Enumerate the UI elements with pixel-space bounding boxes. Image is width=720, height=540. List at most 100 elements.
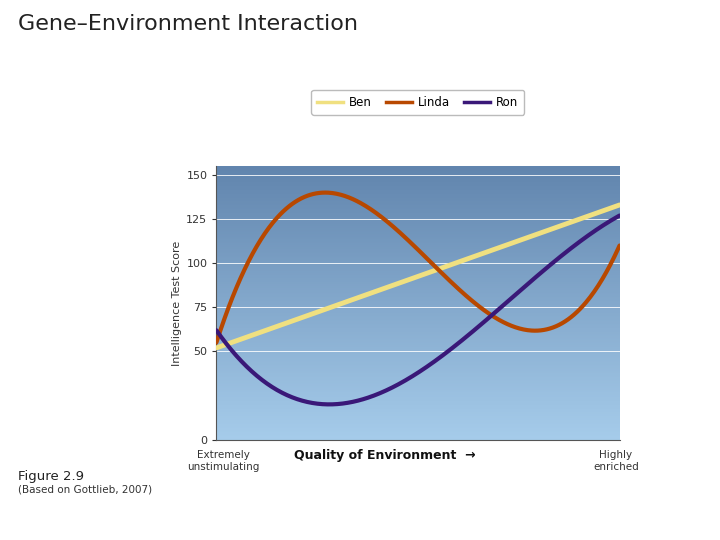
Bar [216, 378, 619, 380]
Bar [216, 337, 619, 339]
Bar [216, 203, 619, 205]
Bar [216, 204, 619, 206]
Bar [216, 215, 619, 217]
Bar [216, 427, 619, 429]
Bar [216, 256, 619, 258]
Bar [216, 229, 619, 231]
Bar [216, 370, 619, 372]
Bar [216, 192, 619, 193]
Bar [216, 173, 619, 174]
Bar [216, 234, 619, 236]
Bar [216, 185, 619, 187]
Bar [216, 274, 619, 275]
Bar [216, 403, 619, 404]
Bar [216, 275, 619, 277]
Bar [216, 288, 619, 289]
Bar [216, 278, 619, 280]
Bar [216, 314, 619, 315]
Bar [216, 434, 619, 436]
Bar [216, 371, 619, 373]
Bar [216, 315, 619, 316]
Bar [216, 318, 619, 319]
Bar [216, 294, 619, 296]
Bar [216, 396, 619, 397]
Bar [216, 191, 619, 192]
Bar [216, 289, 619, 291]
Bar [216, 401, 619, 403]
Bar [216, 253, 619, 255]
Bar [216, 325, 619, 326]
Bar [216, 224, 619, 225]
Bar [216, 355, 619, 356]
Bar [216, 262, 619, 263]
Bar [216, 259, 619, 260]
Bar [216, 263, 619, 265]
Bar [216, 189, 619, 191]
Bar [216, 316, 619, 318]
Bar [216, 168, 619, 170]
Bar [216, 340, 619, 341]
Bar [216, 397, 619, 399]
Legend: Ben, Linda, Ron: Ben, Linda, Ron [312, 90, 524, 115]
Bar [216, 208, 619, 210]
Bar [216, 258, 619, 259]
Bar [216, 186, 619, 188]
Bar [216, 348, 619, 349]
Text: Gene–Environment Interaction: Gene–Environment Interaction [18, 14, 358, 33]
Bar [216, 296, 619, 298]
Bar [216, 356, 619, 357]
Bar [216, 382, 619, 383]
Bar [216, 180, 619, 181]
Bar [216, 341, 619, 342]
Bar [216, 423, 619, 424]
Bar [216, 207, 619, 208]
Bar [216, 349, 619, 351]
Bar [216, 347, 619, 348]
Bar [216, 385, 619, 386]
Text: Extremely
unstimulating: Extremely unstimulating [187, 450, 260, 472]
Text: (Based on Gottlieb, 2007): (Based on Gottlieb, 2007) [18, 484, 152, 494]
Bar [216, 407, 619, 408]
Bar [216, 392, 619, 393]
Bar [216, 437, 619, 438]
Text: Figure 2.9: Figure 2.9 [18, 470, 84, 483]
Bar [216, 360, 619, 362]
Bar [216, 411, 619, 413]
Bar [216, 323, 619, 325]
Bar [216, 404, 619, 406]
Bar [216, 240, 619, 241]
Bar [216, 245, 619, 247]
Bar [216, 393, 619, 395]
Bar [216, 306, 619, 307]
Bar [216, 394, 619, 396]
Bar [216, 177, 619, 178]
Bar [216, 435, 619, 437]
Bar [216, 373, 619, 374]
Bar [216, 217, 619, 218]
Bar [216, 352, 619, 354]
Bar [216, 210, 619, 211]
Bar [216, 297, 619, 299]
Bar [216, 271, 619, 273]
Bar [216, 166, 619, 167]
Bar [216, 429, 619, 430]
Bar [216, 241, 619, 242]
Bar [216, 408, 619, 409]
Bar [216, 285, 619, 287]
Bar [216, 417, 619, 419]
Bar [216, 251, 619, 252]
Bar [216, 167, 619, 169]
Bar [216, 249, 619, 251]
Bar [216, 389, 619, 390]
Bar [216, 386, 619, 388]
Bar [216, 345, 619, 347]
Bar [216, 335, 619, 337]
Bar [216, 383, 619, 385]
Bar [216, 171, 619, 173]
Text: Quality of Environment  →: Quality of Environment → [294, 449, 476, 462]
Bar [216, 353, 619, 355]
Bar [216, 291, 619, 292]
Bar [216, 368, 619, 370]
Bar [216, 344, 619, 345]
Bar [216, 414, 619, 415]
